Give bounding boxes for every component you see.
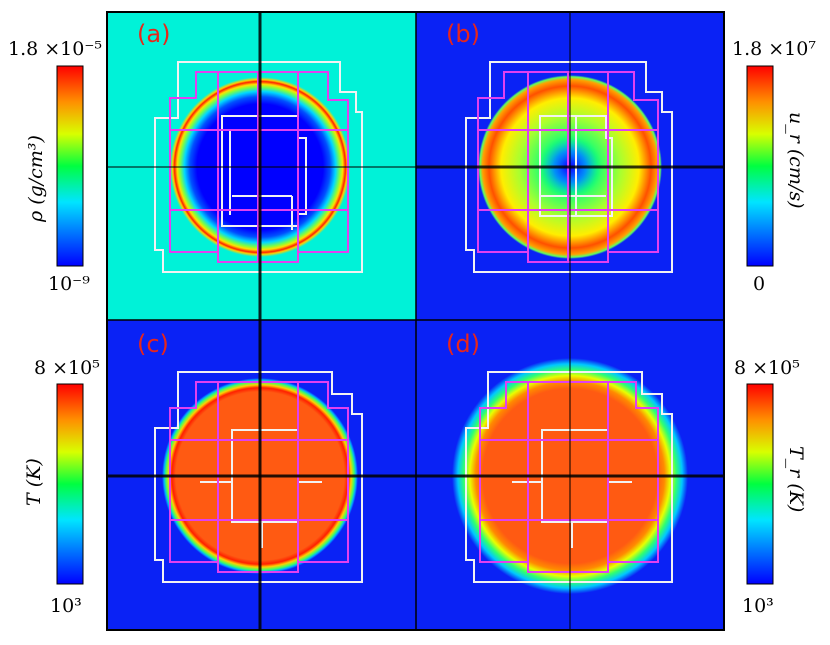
colorbar-velocity-max: 1.8 ×10⁷ <box>732 38 816 60</box>
colorbar-gas-temperature-bar <box>56 383 84 585</box>
colorbar-velocity-bar <box>746 65 774 267</box>
colorbar-radiation-temperature-bar <box>746 383 774 585</box>
colorbar-radiation-temperature-max: 8 ×10⁵ <box>734 357 800 379</box>
colorbar-gas-temperature: 8 ×10⁵ 10³ T (K) <box>23 357 100 617</box>
colorbar-density-min: 10⁻⁹ <box>48 273 90 295</box>
colorbar-density: 1.8 ×10⁻⁵ 10⁻⁹ ρ (g/cm³) <box>8 38 102 295</box>
panel-c-label: (c) <box>137 330 169 358</box>
panel-a: (a) <box>107 12 416 320</box>
colorbar-gas-temperature-max: 8 ×10⁵ <box>34 357 100 379</box>
colorbar-velocity-min: 0 <box>753 273 765 295</box>
colorbar-radiation-temperature-label: T_r (K) <box>785 446 807 512</box>
colorbar-density-max: 1.8 ×10⁻⁵ <box>8 38 102 60</box>
colorbar-radiation-temperature-min: 10³ <box>742 595 774 617</box>
colorbar-radiation-temperature: 8 ×10⁵ 10³ T_r (K) <box>734 357 807 617</box>
panel-b-label: (b) <box>446 20 480 48</box>
panel-d-label: (d) <box>446 330 480 358</box>
colorbar-velocity: 1.8 ×10⁷ 0 u_r (cm/s) <box>732 38 816 295</box>
colorbar-gas-temperature-label: T (K) <box>23 458 45 506</box>
colorbar-gas-temperature-min: 10³ <box>50 595 82 617</box>
colorbar-density-label: ρ (g/cm³) <box>25 135 47 223</box>
panel-c: (c) <box>107 320 416 630</box>
panel-d: (d) <box>416 320 724 630</box>
colorbar-density-bar <box>56 65 84 267</box>
panel-a-label: (a) <box>137 20 170 48</box>
panel-b: (b) <box>416 12 724 320</box>
colorbar-velocity-label: u_r (cm/s) <box>785 112 807 209</box>
